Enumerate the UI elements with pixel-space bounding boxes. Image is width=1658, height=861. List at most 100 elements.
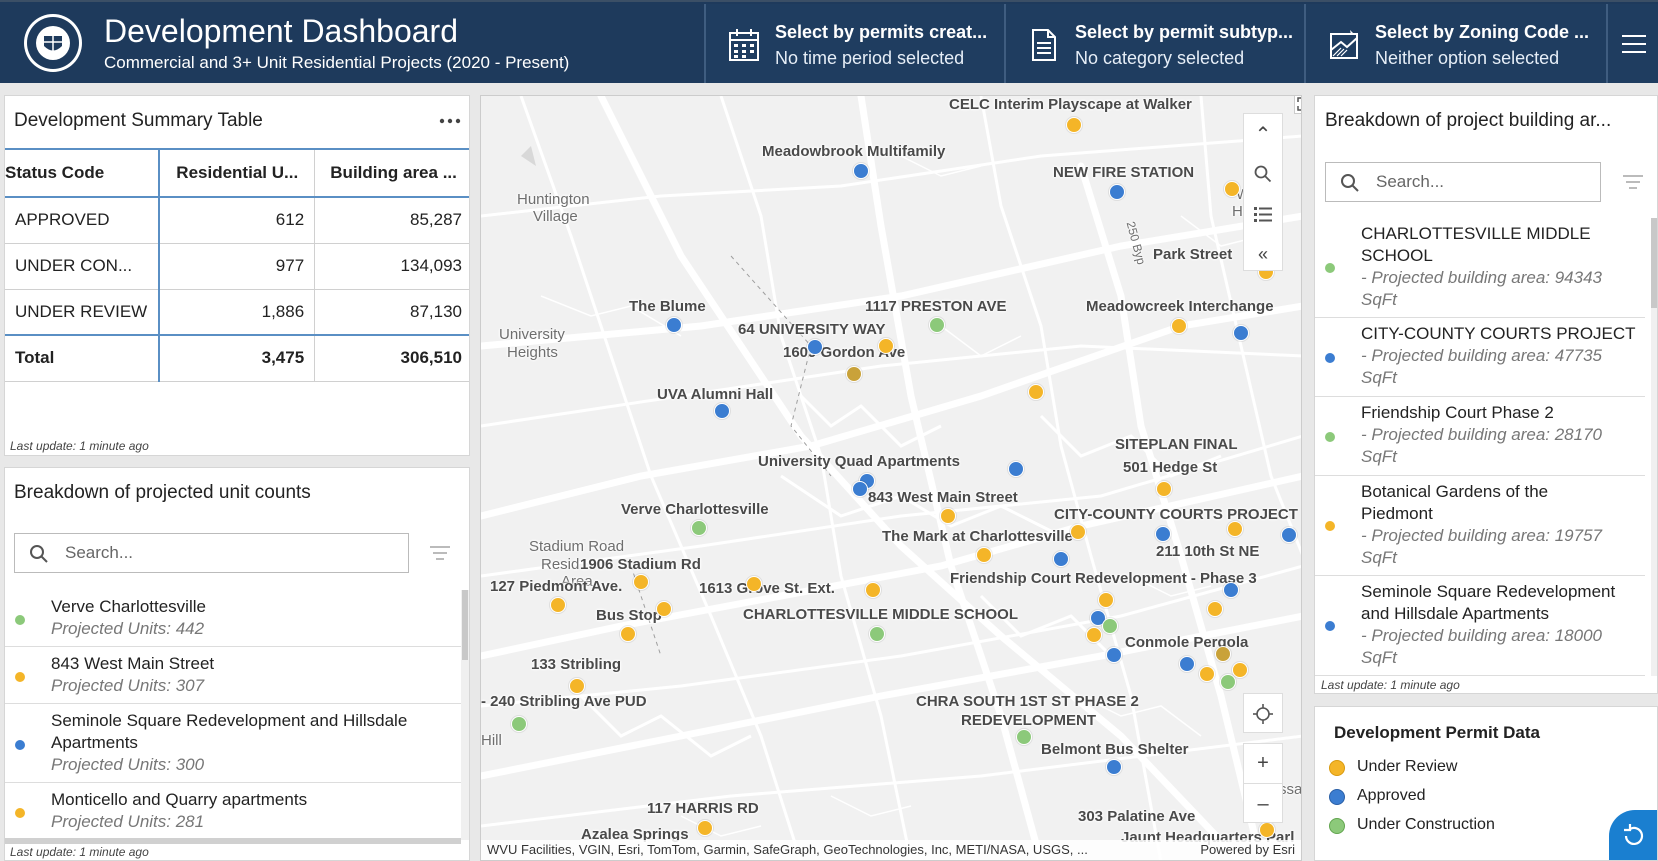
expand-icon[interactable] xyxy=(1294,96,1301,114)
map-point[interactable] xyxy=(1098,592,1114,608)
map-point[interactable] xyxy=(1155,526,1171,542)
selector-label: Select by permits creat... xyxy=(775,22,988,42)
list-item[interactable]: Monticello and Quarry apartments Project… xyxy=(5,783,461,840)
list-item[interactable]: 843 West Main Street Projected Units: 30… xyxy=(5,647,461,704)
map-point[interactable] xyxy=(511,716,527,732)
selector-value: No time period selected xyxy=(775,48,965,68)
summary-table: Status Code Residential U... Building ar… xyxy=(5,148,469,382)
list-item[interactable]: Friendship Court Phase 2 - Projected bui… xyxy=(1315,397,1645,476)
map-point[interactable] xyxy=(1179,656,1195,672)
map-point[interactable] xyxy=(1086,627,1102,643)
refresh-button[interactable] xyxy=(1609,810,1657,860)
map-point[interactable] xyxy=(976,547,992,563)
map-point[interactable] xyxy=(1102,618,1118,634)
map-point[interactable] xyxy=(1220,674,1236,690)
map-label: 1613 Grove St. Ext. xyxy=(699,580,835,597)
map-point[interactable] xyxy=(697,820,713,836)
map-point[interactable] xyxy=(1259,822,1275,838)
map-point[interactable] xyxy=(550,597,566,613)
map-point[interactable] xyxy=(691,520,707,536)
permit-date-selector[interactable]: Select by permits creat... No time perio… xyxy=(704,4,1004,83)
map-label: Huntington xyxy=(517,191,590,208)
map-point[interactable] xyxy=(656,601,672,617)
column-header[interactable]: Status Code xyxy=(5,148,161,198)
legend-item: Under Review xyxy=(1329,758,1457,776)
map-point[interactable] xyxy=(1223,582,1239,598)
permit-subtype-selector[interactable]: Select by permit subtyp... No category s… xyxy=(1004,4,1304,83)
map-point[interactable] xyxy=(1215,646,1231,662)
filter-icon[interactable] xyxy=(428,544,452,562)
list-item[interactable]: Verve Charlottesville Projected Units: 4… xyxy=(5,590,461,647)
scrollbar-thumb[interactable] xyxy=(462,590,468,660)
map-point[interactable] xyxy=(807,339,823,355)
list-item[interactable]: Seminole Square Redevelopment and Hillsd… xyxy=(1315,576,1645,676)
map-point[interactable] xyxy=(1232,662,1248,678)
column-header[interactable]: Building area ... xyxy=(314,148,469,198)
map-point[interactable] xyxy=(1070,524,1086,540)
map-point[interactable] xyxy=(1281,527,1297,543)
map-point[interactable] xyxy=(1053,551,1069,567)
map-point[interactable] xyxy=(1227,521,1243,537)
street-network xyxy=(481,96,1301,860)
filter-icon[interactable] xyxy=(1621,173,1645,191)
map-point[interactable] xyxy=(1171,318,1187,334)
zoom-in-icon[interactable]: + xyxy=(1244,744,1282,784)
map-point[interactable] xyxy=(569,678,585,694)
map-point[interactable] xyxy=(1008,461,1024,477)
list-scrollbar[interactable] xyxy=(1651,218,1657,676)
map-point[interactable] xyxy=(878,338,894,354)
map-point[interactable] xyxy=(1207,601,1223,617)
map-point[interactable] xyxy=(1028,384,1044,400)
more-options-icon[interactable] xyxy=(439,118,461,124)
map-point[interactable] xyxy=(853,163,869,179)
map-point[interactable] xyxy=(1106,647,1122,663)
map-point[interactable] xyxy=(865,582,881,598)
map-point[interactable] xyxy=(852,481,868,497)
zoning-code-selector[interactable]: Select by Zoning Code ... Neither option… xyxy=(1304,4,1606,83)
map-point[interactable] xyxy=(1199,666,1215,682)
map-point[interactable] xyxy=(666,317,682,333)
map-label: Area xyxy=(561,573,593,590)
powered-by-link[interactable]: Powered by Esri xyxy=(1200,842,1295,857)
map-point[interactable] xyxy=(1156,481,1172,497)
menu-button[interactable] xyxy=(1606,4,1658,83)
search-input[interactable] xyxy=(1376,169,1590,195)
collapse-up-icon[interactable]: ⌃ xyxy=(1254,123,1272,146)
map-label: CITY-COUNTY COURTS PROJECT xyxy=(1054,506,1298,523)
map-point[interactable] xyxy=(746,576,762,592)
item-name-cont: SCHOOL xyxy=(1361,246,1433,265)
map-point[interactable] xyxy=(714,403,730,419)
list-item[interactable]: CITY-COUNTY COURTS PROJECT - Projected b… xyxy=(1315,318,1645,397)
map-point[interactable] xyxy=(846,366,862,382)
map-point[interactable] xyxy=(1109,184,1125,200)
horizontal-scrollbar[interactable] xyxy=(5,838,461,844)
column-header[interactable]: Residential U... xyxy=(159,148,316,198)
scrollbar-thumb[interactable] xyxy=(1651,218,1657,308)
map-point[interactable] xyxy=(929,317,945,333)
item-detail: Projected Units: 442 xyxy=(51,619,205,638)
area-search-box[interactable] xyxy=(1325,162,1601,202)
locate-icon[interactable] xyxy=(1244,694,1282,734)
list-item[interactable]: Seminole Square Redevelopment and Hillsd… xyxy=(5,704,461,783)
map-point[interactable] xyxy=(940,508,956,524)
map-point[interactable] xyxy=(869,626,885,642)
map-point[interactable] xyxy=(1224,181,1240,197)
list-item[interactable]: CHARLOTTESVILLE MIDDLE SCHOOL - Projecte… xyxy=(1315,218,1645,318)
map-point[interactable] xyxy=(620,626,636,642)
map-point[interactable] xyxy=(1016,729,1032,745)
unit-search-box[interactable] xyxy=(14,533,409,573)
map-search-icon[interactable] xyxy=(1244,154,1282,194)
map-point[interactable] xyxy=(1233,325,1249,341)
status-dot xyxy=(1325,521,1335,531)
layer-list-icon[interactable] xyxy=(1244,194,1282,234)
list-item[interactable]: Botanical Gardens of the Piedmont - Proj… xyxy=(1315,476,1645,576)
list-scrollbar[interactable] xyxy=(461,590,469,840)
search-input[interactable] xyxy=(65,540,398,566)
map-view[interactable]: CELC Interim Playscape at Walker Meadowb… xyxy=(480,95,1302,861)
map-point[interactable] xyxy=(1066,117,1082,133)
map-point[interactable] xyxy=(633,574,649,590)
map-point[interactable] xyxy=(1106,759,1122,775)
zoom-out-icon[interactable]: – xyxy=(1257,792,1269,815)
building-area-panel: Breakdown of project building ar... CHAR… xyxy=(1314,95,1658,694)
collapse-left-icon[interactable]: « xyxy=(1257,243,1268,264)
